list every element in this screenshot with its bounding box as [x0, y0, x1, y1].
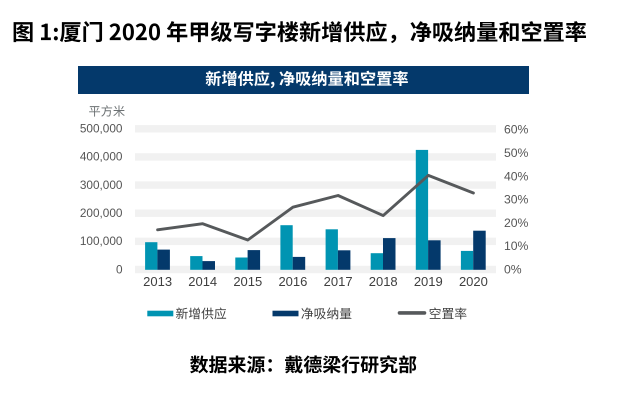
svg-text:2016: 2016 — [278, 274, 307, 289]
svg-text:500,000: 500,000 — [80, 122, 123, 136]
svg-text:200,000: 200,000 — [80, 206, 123, 220]
svg-text:20%: 20% — [504, 216, 529, 230]
svg-text:0%: 0% — [504, 263, 522, 277]
svg-text:2018: 2018 — [369, 274, 398, 289]
svg-text:400,000: 400,000 — [80, 150, 123, 164]
svg-text:2017: 2017 — [324, 274, 353, 289]
svg-text:0: 0 — [116, 262, 123, 276]
svg-text:2019: 2019 — [414, 274, 443, 289]
svg-text:60%: 60% — [504, 123, 529, 137]
svg-text:100,000: 100,000 — [80, 234, 123, 248]
svg-text:50%: 50% — [504, 146, 529, 160]
svg-text:10%: 10% — [504, 239, 529, 253]
svg-text:2013: 2013 — [143, 274, 172, 289]
svg-text:2014: 2014 — [188, 274, 217, 289]
svg-text:2020: 2020 — [459, 274, 488, 289]
svg-text:2015: 2015 — [233, 274, 262, 289]
svg-text:300,000: 300,000 — [80, 178, 123, 192]
svg-text:40%: 40% — [504, 169, 529, 183]
svg-text:30%: 30% — [504, 193, 529, 207]
